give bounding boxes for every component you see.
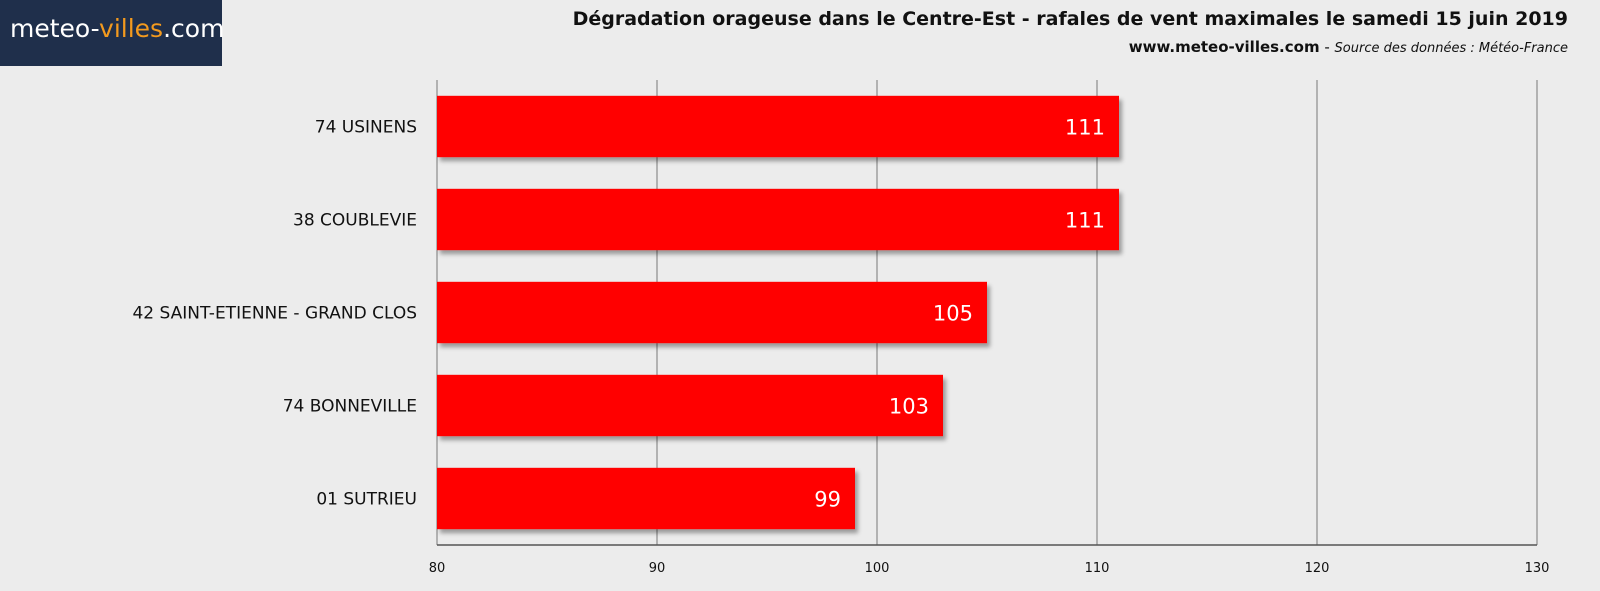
bar (437, 374, 943, 437)
subtitle-separator: - (1319, 38, 1335, 56)
category-label: 74 BONNEVILLE (283, 397, 417, 417)
logo-prefix: meteo- (10, 14, 100, 43)
chart-subtitle: www.meteo-villes.com - Source des donnée… (1129, 38, 1568, 56)
bar-value-label: 111 (1065, 209, 1105, 233)
x-tick-label: 90 (649, 561, 666, 576)
x-tick-label: 130 (1525, 561, 1550, 576)
bar (437, 281, 987, 344)
bar (437, 95, 1119, 158)
grid-lines (436, 80, 1538, 546)
site-logo: meteo-villes.com (0, 0, 225, 66)
logo-suffix: .com (163, 14, 225, 43)
x-tick-label: 110 (1085, 561, 1110, 576)
category-label: 38 COUBLEVIE (293, 211, 417, 231)
x-tick-label: 120 (1305, 561, 1330, 576)
labels: 80 90 100 110 120 130 74 USINENS 111 38 COUBLEVI… (132, 116, 1549, 577)
category-label: 74 USINENS (315, 118, 417, 138)
bar (437, 467, 855, 530)
bar-value-label: 99 (814, 488, 841, 512)
source-site: www.meteo-villes.com (1128, 38, 1320, 56)
bar-value-label: 105 (933, 302, 973, 326)
bar-value-label: 103 (889, 395, 929, 419)
x-tick-label: 80 (429, 561, 446, 576)
category-label: 42 SAINT-ETIENNE - GRAND CLOS (132, 304, 417, 324)
logo-accent: villes (99, 14, 164, 43)
x-tick-label: 100 (865, 561, 890, 576)
chart-title: Dégradation orageuse dans le Centre-Est … (572, 8, 1568, 30)
bars (437, 95, 1119, 530)
category-label: 01 SUTRIEU (316, 490, 417, 510)
bar-value-label: 111 (1065, 116, 1105, 140)
data-source: Source des données : Météo-France (1334, 41, 1568, 56)
bar (437, 188, 1119, 251)
